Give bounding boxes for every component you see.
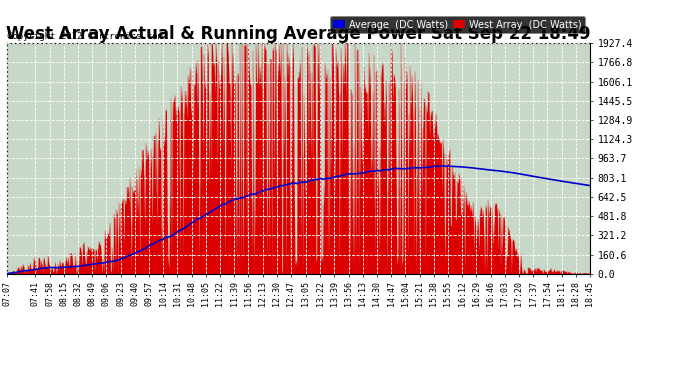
Legend: Average  (DC Watts), West Array  (DC Watts): Average (DC Watts), West Array (DC Watts… bbox=[330, 16, 585, 33]
Text: Copyright 2012 Cartronics.com: Copyright 2012 Cartronics.com bbox=[7, 32, 163, 41]
Title: West Array Actual & Running Average Power Sat Sep 22 18:49: West Array Actual & Running Average Powe… bbox=[6, 25, 591, 43]
